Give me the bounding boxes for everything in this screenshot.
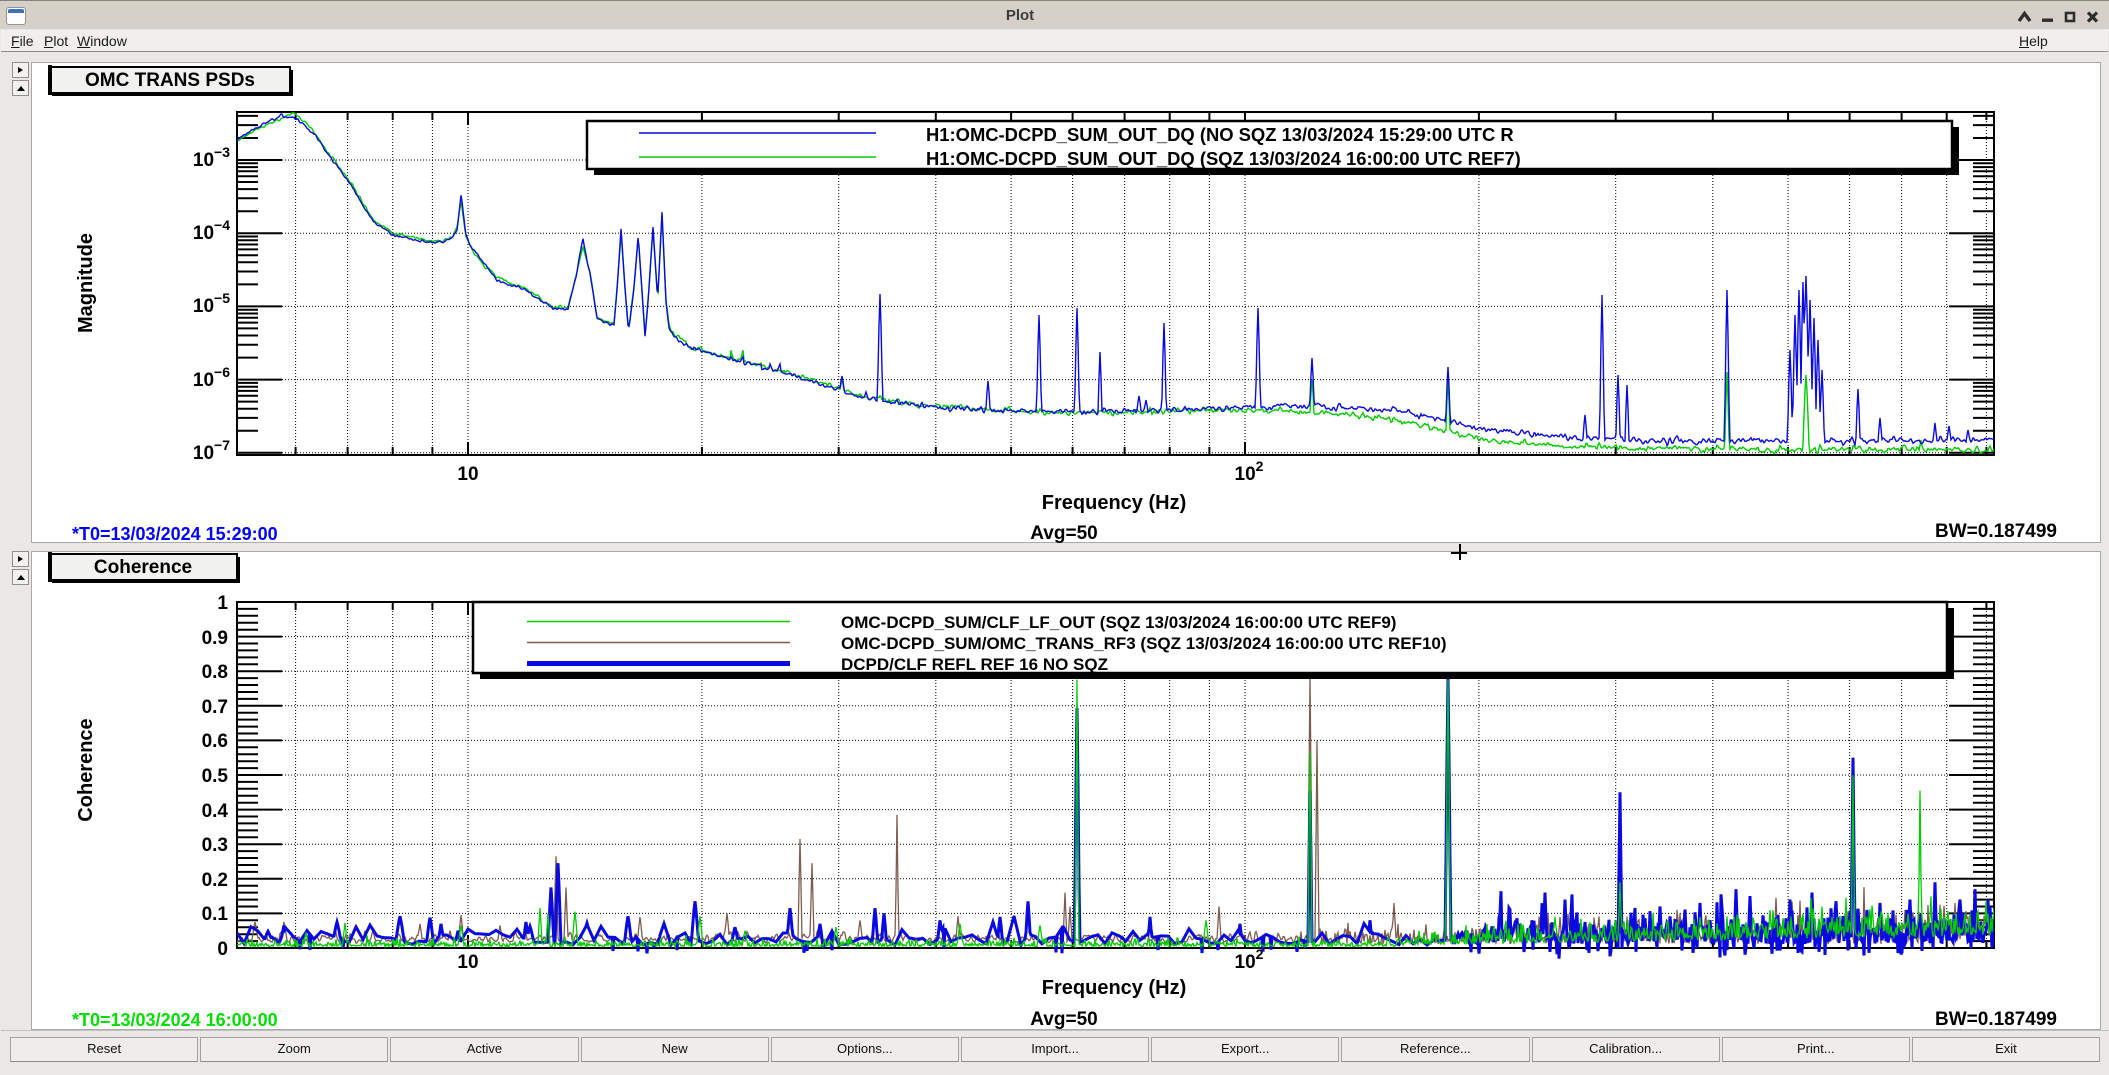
svg-text:*T0=13/03/2024 16:00:00: *T0=13/03/2024 16:00:00 <box>72 1010 278 1030</box>
svg-text:OMC TRANS PSDs: OMC TRANS PSDs <box>85 70 255 91</box>
svg-text:10: 10 <box>457 952 478 973</box>
svg-text:0.4: 0.4 <box>202 801 229 822</box>
svg-text:1: 1 <box>217 593 228 614</box>
svg-text:OMC-DCPD_SUM/OMC_TRANS_RF3 (SQ: OMC-DCPD_SUM/OMC_TRANS_RF3 (SQZ 13/03/20… <box>841 634 1447 653</box>
svg-text:0.1: 0.1 <box>202 904 229 925</box>
svg-text:0.2: 0.2 <box>202 870 228 891</box>
svg-text:Magnitude: Magnitude <box>75 233 97 333</box>
svg-text:Coherence: Coherence <box>94 557 192 578</box>
svg-text:OMC-DCPD_SUM/CLF_LF_OUT (SQZ 1: OMC-DCPD_SUM/CLF_LF_OUT (SQZ 13/03/2024 … <box>841 613 1396 632</box>
svg-text:DCPD/CLF REFL REF 16 NO SQZ: DCPD/CLF REFL REF 16 NO SQZ <box>841 655 1108 674</box>
svg-text:0.9: 0.9 <box>202 628 228 649</box>
svg-text:BW=0.187499: BW=0.187499 <box>1935 521 2057 542</box>
svg-text:BW=0.187499: BW=0.187499 <box>1935 1009 2057 1030</box>
svg-text:Avg=50: Avg=50 <box>1030 1009 1097 1030</box>
svg-text:0.3: 0.3 <box>202 835 228 856</box>
svg-text:0.8: 0.8 <box>202 662 228 683</box>
svg-text:0.7: 0.7 <box>202 697 228 718</box>
svg-text:10: 10 <box>457 464 478 485</box>
svg-text:Coherence: Coherence <box>75 718 97 821</box>
svg-text:H1:OMC-DCPD_SUM_OUT_DQ (NO SQZ: H1:OMC-DCPD_SUM_OUT_DQ (NO SQZ 13/03/202… <box>926 124 1514 145</box>
svg-text:H1:OMC-DCPD_SUM_OUT_DQ (SQZ 13: H1:OMC-DCPD_SUM_OUT_DQ (SQZ 13/03/2024 1… <box>926 148 1521 169</box>
svg-text:0: 0 <box>217 939 228 960</box>
svg-text:*T0=13/03/2024 15:29:00: *T0=13/03/2024 15:29:00 <box>72 524 278 543</box>
svg-text:Frequency (Hz): Frequency (Hz) <box>1042 977 1186 999</box>
svg-text:0.5: 0.5 <box>202 766 229 787</box>
svg-text:Avg=50: Avg=50 <box>1030 523 1097 543</box>
svg-text:0.6: 0.6 <box>202 731 228 752</box>
svg-text:Frequency (Hz): Frequency (Hz) <box>1042 492 1186 514</box>
